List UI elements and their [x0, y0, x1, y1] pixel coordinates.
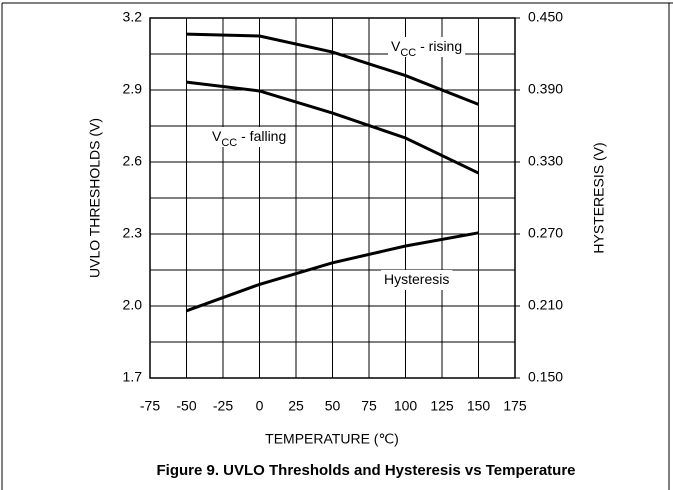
y-tick-label: 2.6 [123, 153, 143, 169]
series-label: Hysteresis [384, 271, 449, 287]
y-tick-label: 2.9 [123, 81, 143, 97]
y2-tick-label: 0.270 [528, 225, 563, 241]
y-tick-label: 1.7 [123, 369, 143, 385]
series-line [186, 32, 480, 106]
y-tick-label: 2.0 [123, 297, 143, 313]
label-background [388, 37, 466, 57]
y2-tick-label: 0.150 [528, 369, 563, 385]
x-tick-label: -25 [213, 398, 233, 414]
x-tick-label: 125 [430, 398, 454, 414]
x-tick-label: 100 [394, 398, 418, 414]
series-label-part: CC [400, 47, 416, 59]
series-label: VCC - falling [212, 128, 286, 149]
y-tick-label: 2.3 [123, 225, 143, 241]
x-tick-label: 25 [288, 398, 304, 414]
y-axis-label: UVLO THRESHOLDS (V) [87, 118, 103, 278]
x-tick-label: 0 [256, 398, 264, 414]
series-label-part: Hysteresis [384, 271, 449, 287]
x-tick-label: 175 [503, 398, 527, 414]
y2-tick-label: 0.390 [528, 81, 563, 97]
series-label-part: - rising [416, 38, 462, 54]
chart-title: Figure 9. UVLO Thresholds and Hysteresis… [156, 462, 575, 479]
series-label: VCC - rising [391, 38, 462, 59]
plot-border [149, 17, 516, 379]
x-tick-label: -75 [140, 398, 160, 414]
y-tick-label: 3.2 [123, 9, 143, 25]
y2-axis-label: HYSTERESIS (V) [591, 142, 607, 253]
series-label-part: CC [221, 137, 237, 149]
x-tick-label: 150 [467, 398, 491, 414]
label-background [381, 270, 453, 290]
x-axis-label: TEMPERATURE (℃) [265, 431, 399, 447]
series-label-part: V [391, 38, 401, 54]
series-label-part: V [212, 128, 222, 144]
series-line [186, 80, 480, 175]
x-tick-label: 50 [325, 398, 341, 414]
x-tick-label: 75 [361, 398, 377, 414]
label-background [209, 127, 290, 147]
x-tick-label: -50 [176, 398, 196, 414]
y2-tick-label: 0.450 [528, 9, 563, 25]
y2-tick-label: 0.330 [528, 153, 563, 169]
series-line [185, 231, 479, 313]
y2-tick-label: 0.210 [528, 297, 563, 313]
series-label-part: - falling [237, 128, 286, 144]
